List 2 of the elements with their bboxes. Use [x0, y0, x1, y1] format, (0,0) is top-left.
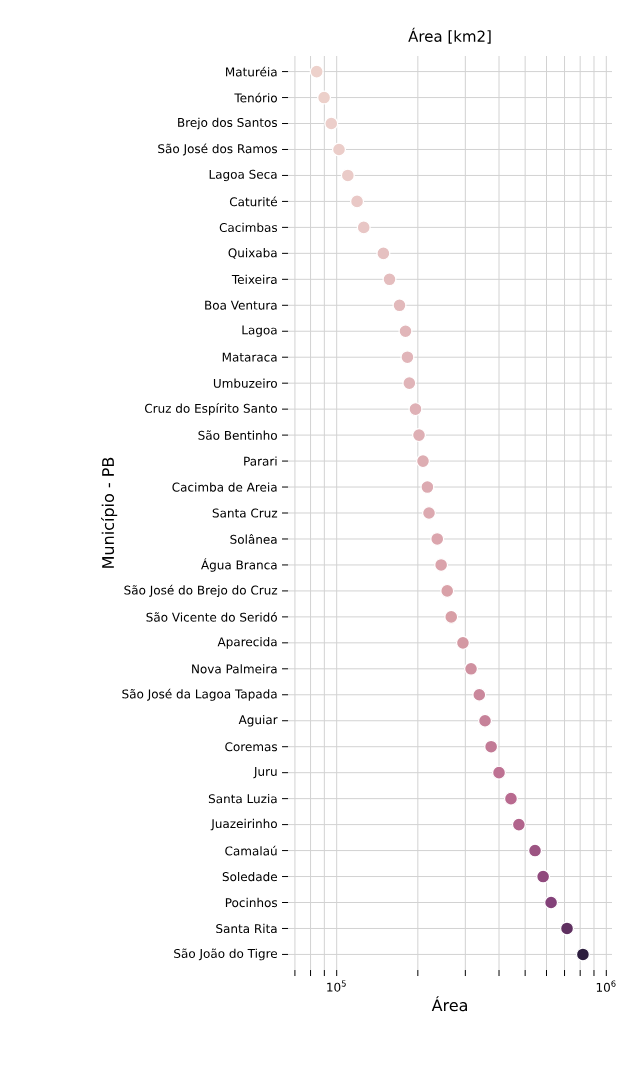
x-axis-title: Área — [431, 996, 467, 1012]
y-axis-title: Município - PB — [101, 457, 118, 568]
